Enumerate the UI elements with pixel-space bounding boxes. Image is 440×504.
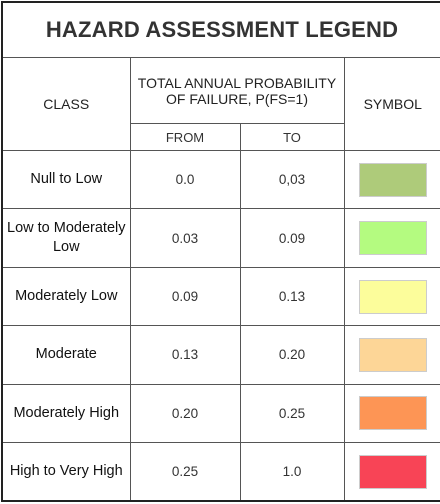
to-cell: 0.09 (239, 208, 345, 268)
symbol-cell (343, 442, 440, 502)
class-cell: Moderately High (1, 383, 131, 444)
from-cell: 0.20 (129, 383, 241, 444)
symbol-cell (343, 208, 440, 268)
class-cell: Moderate (1, 325, 131, 385)
symbol-header: SYMBOL (343, 57, 440, 151)
class-header: CLASS (1, 57, 131, 151)
title: HAZARD ASSESSMENT LEGEND (1, 1, 440, 58)
symbol-swatch (358, 454, 427, 489)
to-cell: 0.25 (239, 383, 345, 444)
row: Moderate 0.13 0.20 (1, 325, 440, 385)
from-cell: 0.25 (129, 442, 241, 502)
symbol-cell (343, 149, 440, 210)
from-cell: 0.0 (129, 149, 241, 210)
symbol-swatch (358, 279, 427, 314)
symbol-swatch (358, 162, 427, 197)
table-body: Null to Low 0.0 0,03 Low to Moderately Low 0… (1, 149, 440, 502)
to-cell: 1.0 (239, 442, 345, 502)
row: High to Very High 0.25 1.0 (1, 442, 440, 502)
to-cell: 0,03 (239, 149, 345, 210)
class-cell: High to Very High (1, 442, 131, 502)
class-cell: Null to Low (1, 149, 131, 210)
row: Null to Low 0.0 0,03 (1, 149, 440, 210)
row: Moderately High 0.20 0.25 (1, 383, 440, 444)
from-cell: 0.03 (129, 208, 241, 268)
probability-header: TOTAL ANNUAL PROBABILITY OF FAILURE, P(F… (129, 57, 345, 124)
class-cell: Low to Moderately Low (1, 208, 131, 268)
row: Moderately Low 0.09 0.13 (1, 266, 440, 327)
from-cell: 0.09 (129, 266, 241, 327)
symbol-swatch (358, 337, 427, 372)
symbol-cell (343, 325, 440, 385)
to-header: TO (239, 123, 345, 151)
symbol-swatch (358, 396, 427, 431)
to-cell: 0.20 (239, 325, 345, 385)
to-cell: 0.13 (239, 266, 345, 327)
symbol-cell (343, 266, 440, 327)
symbol-swatch (358, 221, 427, 256)
from-header: FROM (129, 123, 241, 151)
from-cell: 0.13 (129, 325, 241, 385)
symbol-cell (343, 383, 440, 444)
row: Low to Moderately Low 0.03 0.09 (1, 208, 440, 268)
class-cell: Moderately Low (1, 266, 131, 327)
